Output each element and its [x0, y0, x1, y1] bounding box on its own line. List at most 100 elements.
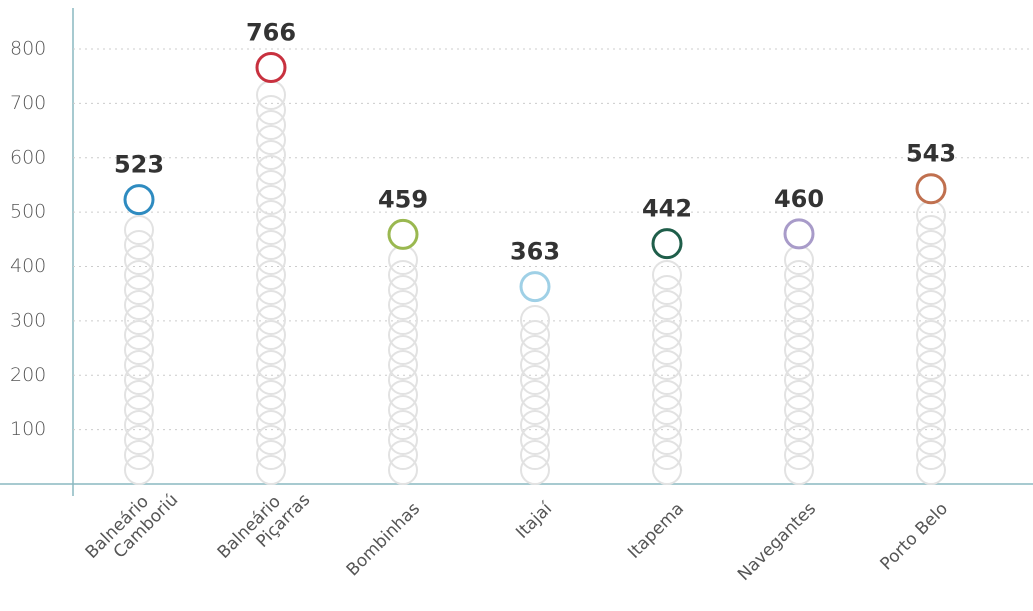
- stack-circle: [652, 410, 682, 440]
- stack-circle: [256, 200, 286, 230]
- stack-circle: [916, 350, 946, 380]
- x-tick-label: BalneárioCamboriú: [82, 476, 182, 576]
- y-tick-label: 600: [10, 146, 46, 168]
- dot: [915, 173, 947, 205]
- stack-circle: [256, 95, 286, 125]
- value-label: 442: [642, 195, 692, 223]
- stack-circle: [916, 320, 946, 350]
- stack-circle: [784, 305, 814, 335]
- y-tick-label: 100: [10, 418, 46, 440]
- value-label: 523: [114, 151, 164, 179]
- stack-circle: [916, 440, 946, 470]
- stack-circle: [124, 380, 154, 410]
- stack-circle: [916, 395, 946, 425]
- stack-circle: [916, 455, 946, 485]
- stack-circle: [388, 455, 418, 485]
- stack-circle: [784, 260, 814, 290]
- stack-circle: [256, 260, 286, 290]
- stack-circle: [124, 395, 154, 425]
- stack-circle: [124, 260, 154, 290]
- stack-circle: [520, 455, 550, 485]
- x-tick-label: Itajaí: [512, 498, 557, 543]
- stack-circle: [124, 305, 154, 335]
- stack-circle: [916, 230, 946, 260]
- stack-circle: [256, 350, 286, 380]
- stack-circle: [652, 320, 682, 350]
- stack-circle: [124, 350, 154, 380]
- y-tick-label: 300: [10, 309, 46, 331]
- x-tick-label: Bombinhas: [343, 499, 424, 580]
- dot: [123, 184, 155, 216]
- stack-circle: [916, 335, 946, 365]
- stack-circle: [916, 425, 946, 455]
- stack-circle: [124, 320, 154, 350]
- value-label: 766: [246, 18, 296, 46]
- dot: [255, 51, 287, 83]
- stack-circle: [652, 275, 682, 305]
- stack-circle: [784, 365, 814, 395]
- stack-circle: [256, 170, 286, 200]
- y-tick-label: 700: [10, 92, 46, 114]
- stack-circle: [652, 365, 682, 395]
- stack-circle: [124, 335, 154, 365]
- stack-circle: [124, 215, 154, 245]
- stack-circle: [388, 350, 418, 380]
- stack-circle: [916, 290, 946, 320]
- stack-circle: [388, 275, 418, 305]
- stack-circle: [916, 305, 946, 335]
- stack-circle: [388, 365, 418, 395]
- stack-circle: [256, 380, 286, 410]
- stack-circle: [652, 350, 682, 380]
- stack-circle: [256, 215, 286, 245]
- value-label: 459: [378, 185, 428, 213]
- stack-circle: [520, 380, 550, 410]
- stack-circle: [520, 320, 550, 350]
- stack-circle: [388, 260, 418, 290]
- stack-circle: [256, 230, 286, 260]
- stack-circle: [124, 425, 154, 455]
- stack-circle: [652, 455, 682, 485]
- x-tick-label: Navegantes: [734, 499, 820, 585]
- stack-circle: [124, 455, 154, 485]
- x-tick-label: Porto Belo: [877, 499, 952, 574]
- stack-circle: [256, 290, 286, 320]
- stack-circle: [256, 410, 286, 440]
- stack-circle: [784, 335, 814, 365]
- stack-circle: [916, 215, 946, 245]
- stack-circle: [388, 305, 418, 335]
- stack-circle: [652, 425, 682, 455]
- stack-circle: [652, 395, 682, 425]
- stack-circle: [124, 410, 154, 440]
- stack-circle: [784, 425, 814, 455]
- y-tick-label: 400: [10, 255, 46, 277]
- value-label: 543: [906, 140, 956, 168]
- stack-circle: [256, 440, 286, 470]
- stack-circle: [916, 245, 946, 275]
- stack-circle: [652, 380, 682, 410]
- stack-circle: [784, 290, 814, 320]
- stack-circle: [784, 440, 814, 470]
- stack-circle: [256, 245, 286, 275]
- x-tick-label: BalneárioPiçarras: [214, 476, 315, 577]
- stack-circle: [652, 290, 682, 320]
- stack-circle: [256, 140, 286, 170]
- stack-circle: [520, 395, 550, 425]
- stack-circle: [520, 425, 550, 455]
- stack-circle: [916, 410, 946, 440]
- stack-circle: [388, 335, 418, 365]
- stack-circle: [520, 335, 550, 365]
- stack-circle: [256, 275, 286, 305]
- stack-circle: [256, 110, 286, 140]
- value-label: 363: [510, 238, 560, 266]
- stack-circle: [652, 335, 682, 365]
- value-label: 460: [774, 185, 824, 213]
- stack-circle: [652, 440, 682, 470]
- stack-circle: [388, 440, 418, 470]
- stack-circle: [256, 455, 286, 485]
- stack-circle: [256, 305, 286, 335]
- stack-circle: [916, 380, 946, 410]
- stack-circle: [124, 245, 154, 275]
- stack-circle: [784, 410, 814, 440]
- dot: [387, 218, 419, 250]
